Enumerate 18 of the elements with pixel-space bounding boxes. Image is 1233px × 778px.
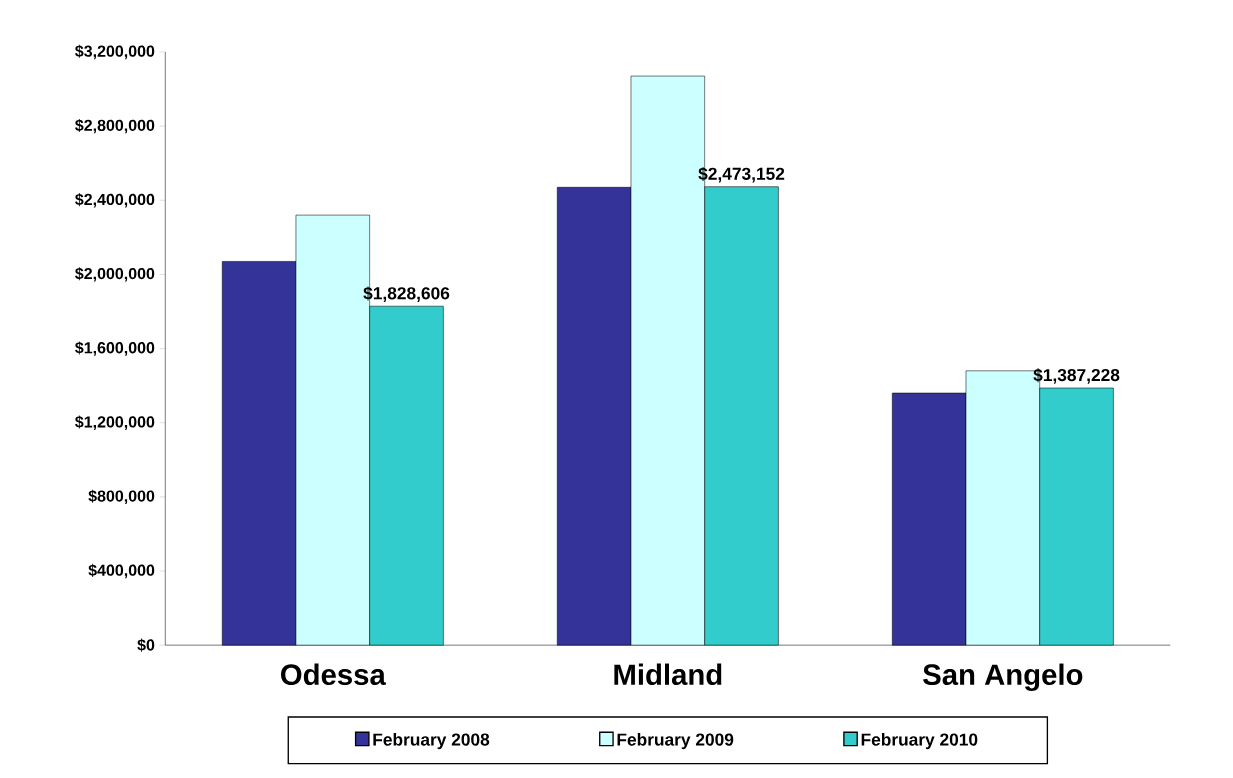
legend-label: February 2009 <box>617 732 734 749</box>
y-tick-label: $800,000 <box>88 489 155 504</box>
y-tick-label: $400,000 <box>88 563 155 578</box>
y-tick-label: $0 <box>137 638 155 652</box>
y-tick-label: $2,000,000 <box>75 267 155 282</box>
legend-label: February 2010 <box>861 732 978 749</box>
x-tick-label: Midland <box>614 663 722 685</box>
y-tick-label: $1,200,000 <box>75 415 155 430</box>
y-tick-label: $3,200,000 <box>75 44 155 59</box>
y-tick-label: $2,400,000 <box>75 192 155 208</box>
legend-label: February 2008 <box>373 732 490 749</box>
data-label: $1,387,228 <box>1033 367 1120 384</box>
data-label: $1,828,606 <box>363 286 450 302</box>
x-tick-label: San Angelo <box>923 663 1083 691</box>
data-label: $2,473,152 <box>698 166 785 183</box>
y-tick-label: $2,800,000 <box>75 118 155 134</box>
x-tick-label: Odessa <box>281 663 386 685</box>
y-tick-label: $1,600,000 <box>75 341 155 356</box>
